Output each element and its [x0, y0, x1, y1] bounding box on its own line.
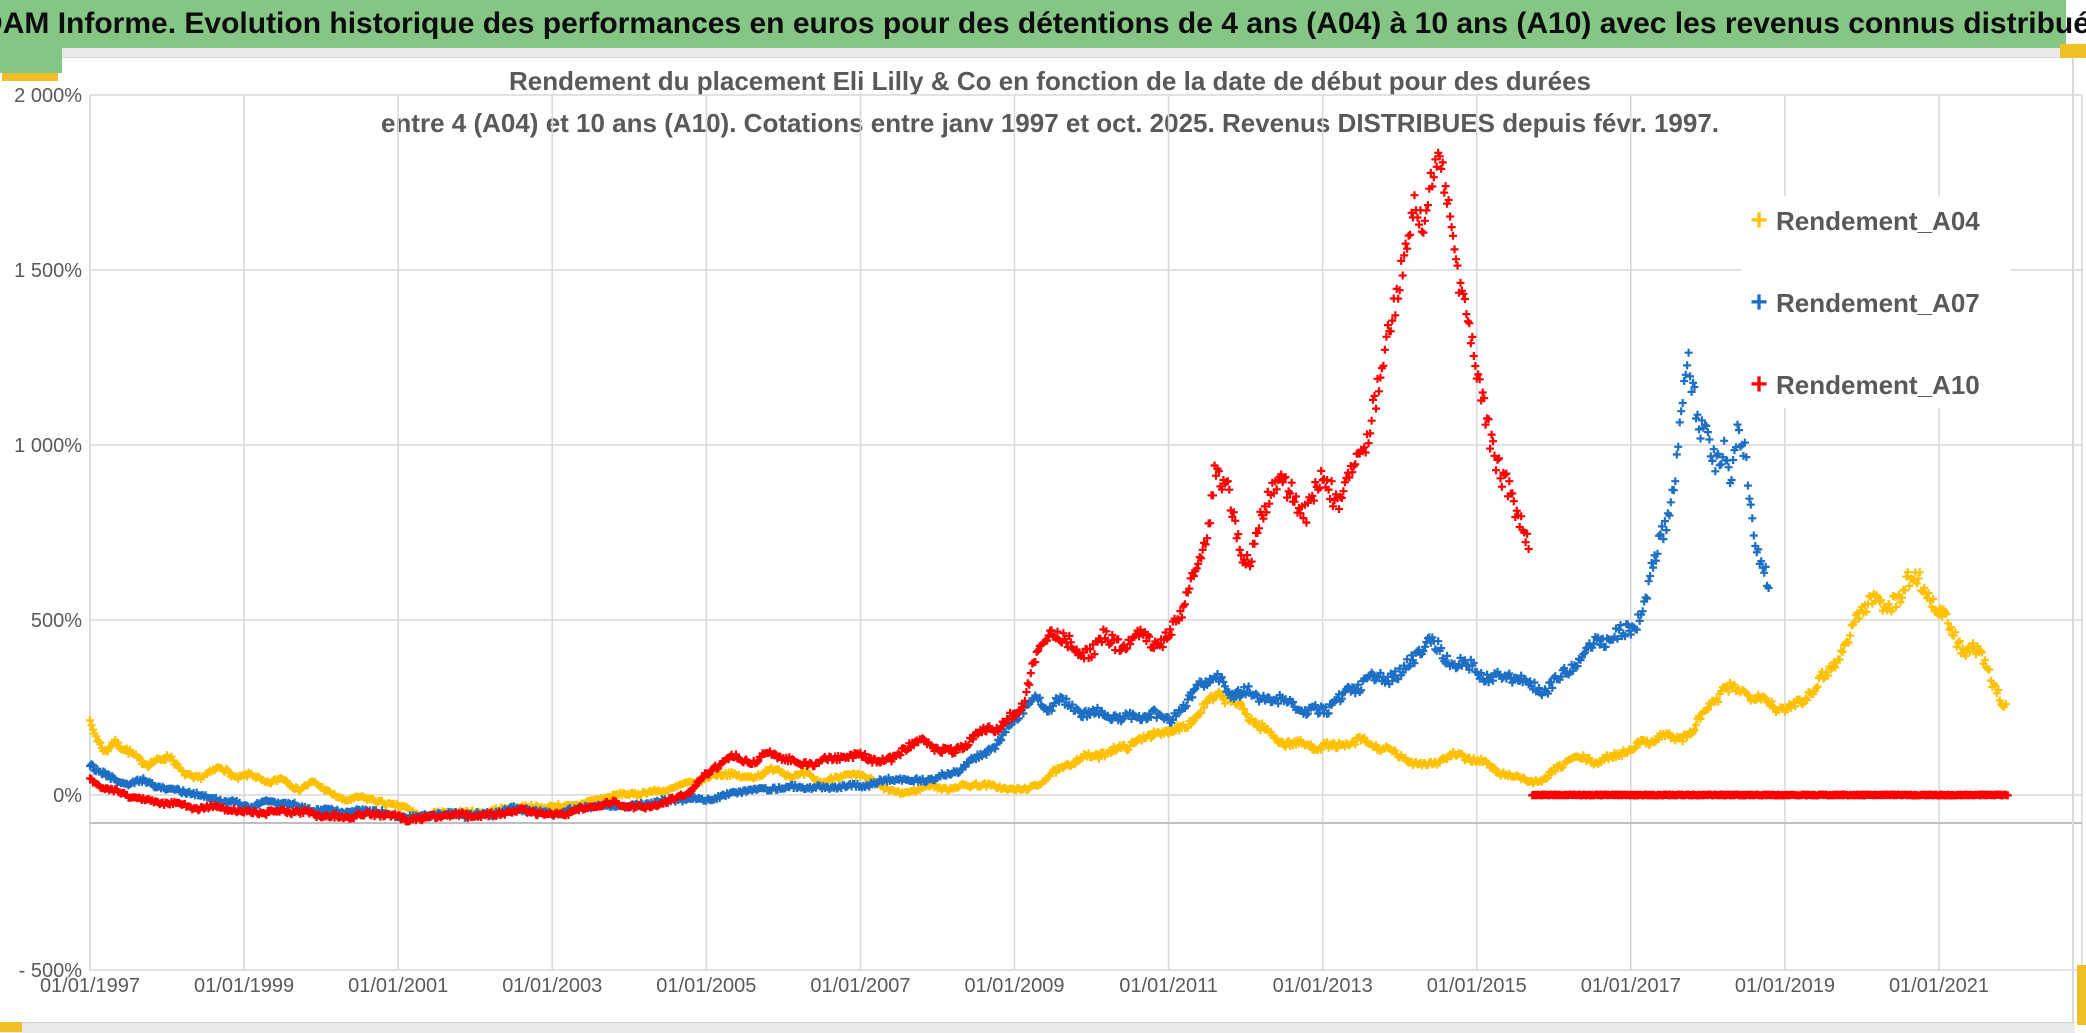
chart-legend: + Rendement_A04 + Rendement_A07 + Rendement_A… [1742, 196, 2010, 408]
top-strip [62, 48, 2060, 58]
y-tick-label: - 500% [19, 960, 83, 982]
y-tick-label: 0% [53, 785, 82, 807]
x-tick-label: 01/01/2011 [1119, 975, 1218, 997]
x-tick-label: 01/01/2001 [348, 975, 448, 997]
y-tick-label: 500% [31, 610, 82, 632]
x-tick-label: 01/01/2003 [502, 975, 602, 997]
yellow-accent-top-right [2060, 44, 2086, 58]
x-tick-label: 01/01/2007 [810, 975, 910, 997]
y-tick-label: 2 000% [14, 85, 82, 107]
legend-marker-icon: + [1750, 368, 1768, 401]
yellow-accent-bottom-left [0, 1022, 22, 1032]
banner-left-tab [0, 48, 62, 73]
legend-item-rendement_a10: + Rendement_A10 [1742, 360, 1980, 410]
y-tick-label: 1 000% [14, 435, 82, 457]
x-tick-label: 01/01/2009 [964, 975, 1064, 997]
x-tick-label: 01/01/1999 [194, 975, 294, 997]
right-border-line [2072, 58, 2074, 1022]
chart-title-line2: entre 4 (A04) et 10 ans (A10). Cotations… [380, 108, 1720, 138]
x-tick-label: 01/01/2005 [656, 975, 756, 997]
legend-label: Rendement_A10 [1776, 369, 1980, 400]
x-tick-label: 01/01/2019 [1735, 975, 1835, 997]
x-tick-label: 01/01/2021 [1889, 975, 1989, 997]
yellow-accent-top-left [2, 73, 58, 81]
yellow-accent-bottom-right [2077, 965, 2086, 1025]
chart-title: Rendement du placement Eli Lilly & Co en… [300, 60, 1800, 144]
legend-marker-icon: + [1750, 204, 1768, 237]
x-tick-label: 01/01/2015 [1427, 975, 1527, 997]
legend-item-rendement_a04: + Rendement_A04 [1742, 196, 1980, 246]
banner-title: ADAM Informe. Evolution historique des p… [0, 0, 2086, 48]
series-rendement_a10 [86, 148, 2012, 826]
bottom-strip [0, 1022, 2075, 1033]
series-rendement_a07 [86, 348, 1773, 824]
chart-title-line1: Rendement du placement Eli Lilly & Co en… [508, 66, 1592, 96]
series-rendement_a04 [86, 568, 2010, 822]
x-tick-label: 01/01/2013 [1273, 975, 1373, 997]
legend-marker-icon: + [1750, 286, 1768, 319]
legend-item-rendement_a07: + Rendement_A07 [1742, 278, 1980, 328]
legend-label: Rendement_A04 [1776, 205, 1980, 236]
x-tick-label: 01/01/1997 [40, 975, 140, 997]
x-tick-label: 01/01/2017 [1581, 975, 1681, 997]
y-tick-label: 1 500% [14, 260, 82, 282]
legend-label: Rendement_A07 [1776, 287, 1980, 318]
